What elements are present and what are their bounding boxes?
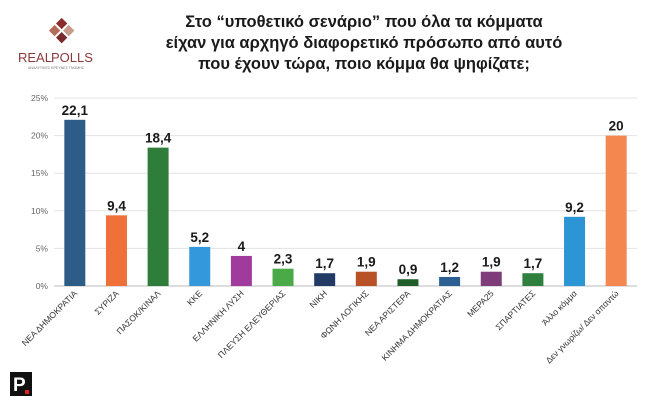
- value-label: 2,3: [274, 252, 293, 267]
- bar: [189, 246, 211, 286]
- category-label: Δεν γνωρίζω/ Δεν απαντώ: [544, 288, 621, 365]
- y-tick-label: 10%: [31, 206, 48, 216]
- bar: [605, 135, 627, 286]
- value-label: 18,4: [145, 131, 172, 146]
- y-tick-label: 25%: [31, 93, 48, 103]
- category-label: ΣΠΑΡΤΙΑΤΕΣ: [493, 288, 537, 332]
- category-label: ΚΚΕ: [185, 288, 204, 307]
- category-label: ΝΕΑ ΔΗΜΟΚΡΑΤΙΑ: [20, 288, 80, 348]
- bar: [480, 271, 502, 286]
- y-tick-label: 15%: [31, 168, 48, 178]
- category-label: Άλλο κόμμα: [540, 288, 579, 327]
- bar-chart: 0% 5% 10% 15% 20% 25% 22,1 ΝΕΑ ΔΗΜΟΚΡΑΤΙΑ 9,4 ΣΥΡ…: [20, 93, 637, 365]
- category-label: ΠΑΣΟΚ/ΚΙΝΑΛ: [115, 288, 163, 336]
- logo-text-a: REAL: [18, 50, 52, 65]
- bar: [272, 268, 294, 286]
- bar: [105, 215, 127, 286]
- value-label: 5,2: [190, 230, 209, 245]
- bar: [230, 255, 252, 286]
- bar: [314, 273, 336, 286]
- value-label: 1,9: [357, 255, 376, 270]
- value-label: 4: [238, 239, 246, 254]
- title-line-3: που έχουν τώρα, ποιο κόμμα θα ψηφίζατε;: [198, 55, 530, 73]
- bar: [522, 273, 544, 286]
- value-label: 1,9: [482, 255, 501, 270]
- bar: [397, 279, 419, 286]
- value-label: 22,1: [62, 103, 89, 118]
- category-label: ΜΕΡΑ25: [465, 288, 496, 319]
- bar: [355, 271, 377, 286]
- value-label: 0,9: [399, 262, 418, 277]
- category-label: ΝΙΚΗ: [307, 288, 329, 310]
- y-tick-label: 0%: [36, 281, 49, 291]
- bar: [439, 276, 461, 286]
- category-label: ΠΛΕΥΣΗ ΕΛΕΥΘΕΡΙΑΣ: [216, 288, 288, 360]
- title-line-1: Στο “υποθετικό σενάριο” που όλα τα κόμμα…: [185, 13, 543, 31]
- value-label: 1,7: [315, 256, 334, 271]
- publisher-badge: P: [10, 372, 32, 396]
- chart-title: Στο “υποθετικό σενάριο” που όλα τα κόμμα…: [104, 12, 624, 75]
- bar: [564, 216, 586, 286]
- value-label: 1,2: [440, 260, 459, 275]
- bar: [147, 147, 169, 286]
- category-label: ΣΥΡΙΖΑ: [92, 288, 121, 317]
- realpolls-logo: REAL POLLS ΑΝΑΛΥΤΙΚΕΣ ΕΡΕΥΝΕΣ ΓΝΩΜΗΣ: [18, 17, 93, 70]
- bar: [64, 119, 86, 286]
- value-label: 1,7: [524, 256, 543, 271]
- logo-text-b: POLLS: [51, 50, 93, 65]
- y-tick-label: 5%: [36, 243, 49, 253]
- category-label: ΚΙΝΗΜΑ ΔΗΜΟΚΡΑΤΙΑΣ: [380, 288, 454, 362]
- value-label: 9,2: [565, 200, 584, 215]
- value-label: 20: [609, 119, 624, 134]
- logo-tagline: ΑΝΑΛΥΤΙΚΕΣ ΕΡΕΥΝΕΣ ΓΝΩΜΗΣ: [28, 66, 85, 70]
- badge-letter: P: [13, 375, 26, 396]
- y-tick-label: 20%: [31, 131, 48, 141]
- value-label: 9,4: [107, 198, 126, 213]
- title-line-2: είχαν για αρχηγό διαφορετικό πρόσωπο από…: [165, 34, 563, 52]
